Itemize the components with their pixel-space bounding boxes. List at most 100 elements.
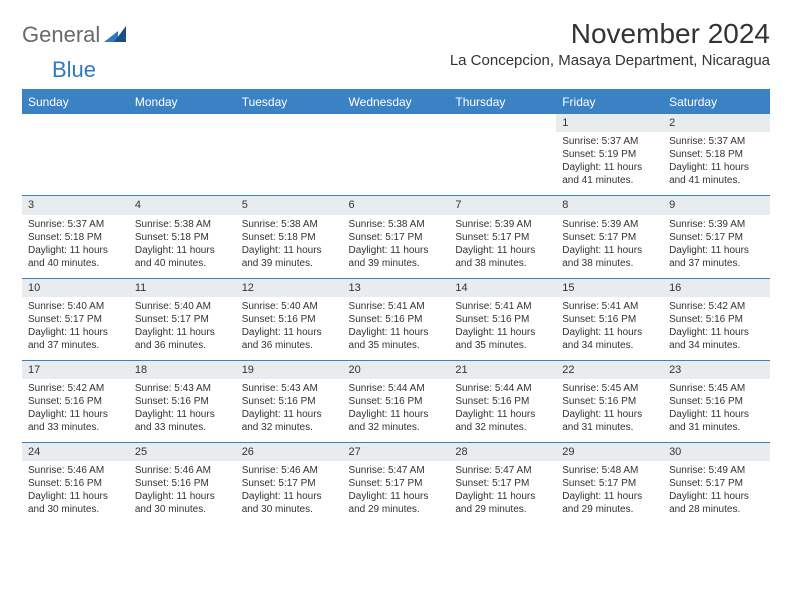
daylight-text: Daylight: 11 hours bbox=[135, 326, 230, 339]
sunrise-text: Sunrise: 5:44 AM bbox=[349, 382, 444, 395]
day-body: Sunrise: 5:37 AMSunset: 5:19 PMDaylight:… bbox=[556, 132, 663, 195]
day-number: 5 bbox=[236, 196, 343, 214]
sunrise-text: Sunrise: 5:43 AM bbox=[242, 382, 337, 395]
daylight-text: and 36 minutes. bbox=[242, 339, 337, 352]
sunrise-text: Sunrise: 5:45 AM bbox=[562, 382, 657, 395]
day-number: 13 bbox=[343, 279, 450, 297]
day-number: 24 bbox=[22, 443, 129, 461]
calendar-cell bbox=[129, 114, 236, 196]
daylight-text: Daylight: 11 hours bbox=[242, 490, 337, 503]
daylight-text: Daylight: 11 hours bbox=[669, 326, 764, 339]
sunset-text: Sunset: 5:17 PM bbox=[242, 477, 337, 490]
day-number: 1 bbox=[556, 114, 663, 132]
calendar-cell: 17Sunrise: 5:42 AMSunset: 5:16 PMDayligh… bbox=[22, 360, 129, 442]
sunrise-text: Sunrise: 5:46 AM bbox=[28, 464, 123, 477]
calendar-cell: 13Sunrise: 5:41 AMSunset: 5:16 PMDayligh… bbox=[343, 278, 450, 360]
day-number: 16 bbox=[663, 279, 770, 297]
calendar-cell: 10Sunrise: 5:40 AMSunset: 5:17 PMDayligh… bbox=[22, 278, 129, 360]
day-body: Sunrise: 5:39 AMSunset: 5:17 PMDaylight:… bbox=[663, 215, 770, 278]
sunrise-text: Sunrise: 5:37 AM bbox=[28, 218, 123, 231]
daylight-text: and 33 minutes. bbox=[135, 421, 230, 434]
day-number: 20 bbox=[343, 361, 450, 379]
sunset-text: Sunset: 5:16 PM bbox=[455, 395, 550, 408]
daylight-text: and 34 minutes. bbox=[669, 339, 764, 352]
sunset-text: Sunset: 5:17 PM bbox=[562, 231, 657, 244]
sunrise-text: Sunrise: 5:39 AM bbox=[455, 218, 550, 231]
daylight-text: and 30 minutes. bbox=[135, 503, 230, 516]
day-body: Sunrise: 5:38 AMSunset: 5:18 PMDaylight:… bbox=[236, 215, 343, 278]
sunrise-text: Sunrise: 5:47 AM bbox=[455, 464, 550, 477]
calendar-cell: 22Sunrise: 5:45 AMSunset: 5:16 PMDayligh… bbox=[556, 360, 663, 442]
daylight-text: Daylight: 11 hours bbox=[669, 408, 764, 421]
calendar-cell: 15 Sunrise: 5:41 AMSunset: 5:16 PMDayligh… bbox=[556, 278, 663, 360]
daylight-text: Daylight: 11 hours bbox=[669, 161, 764, 174]
daylight-text: Daylight: 11 hours bbox=[562, 490, 657, 503]
daylight-text: Daylight: 11 hours bbox=[669, 244, 764, 257]
day-number: 4 bbox=[129, 196, 236, 214]
day-header: Monday bbox=[129, 91, 236, 114]
sunset-text: Sunset: 5:16 PM bbox=[562, 313, 657, 326]
daylight-text: and 40 minutes. bbox=[28, 257, 123, 270]
day-body: Sunrise: 5:39 AMSunset: 5:17 PMDaylight:… bbox=[449, 215, 556, 278]
daylight-text: Daylight: 11 hours bbox=[455, 490, 550, 503]
daylight-text: Daylight: 11 hours bbox=[28, 326, 123, 339]
day-number: 10 bbox=[22, 279, 129, 297]
day-number: 21 bbox=[449, 361, 556, 379]
calendar-week-row: 3Sunrise: 5:37 AMSunset: 5:18 PMDaylight… bbox=[22, 196, 770, 278]
day-body: Sunrise: 5:38 AMSunset: 5:17 PMDaylight:… bbox=[343, 215, 450, 278]
calendar-cell: 30Sunrise: 5:49 AMSunset: 5:17 PMDayligh… bbox=[663, 443, 770, 525]
day-number: 15 bbox=[556, 279, 663, 297]
day-body: Sunrise: 5:44 AMSunset: 5:16 PMDaylight:… bbox=[343, 379, 450, 442]
day-number: 27 bbox=[343, 443, 450, 461]
title-block: November 2024 La Concepcion, Masaya Depa… bbox=[450, 18, 770, 69]
day-body: Sunrise: 5:41 AMSunset: 5:16 PMDaylight:… bbox=[449, 297, 556, 360]
calendar-cell: 5Sunrise: 5:38 AMSunset: 5:18 PMDaylight… bbox=[236, 196, 343, 278]
daylight-text: Daylight: 11 hours bbox=[28, 408, 123, 421]
calendar-cell: 20Sunrise: 5:44 AMSunset: 5:16 PMDayligh… bbox=[343, 360, 450, 442]
sunset-text: Sunset: 5:17 PM bbox=[349, 477, 444, 490]
calendar-cell bbox=[22, 114, 129, 196]
calendar-cell: 11Sunrise: 5:40 AMSunset: 5:17 PMDayligh… bbox=[129, 278, 236, 360]
day-body: Sunrise: 5:44 AMSunset: 5:16 PMDaylight:… bbox=[449, 379, 556, 442]
day-number: 28 bbox=[449, 443, 556, 461]
daylight-text: Daylight: 11 hours bbox=[242, 244, 337, 257]
day-number: 3 bbox=[22, 196, 129, 214]
calendar-cell: 18Sunrise: 5:43 AMSunset: 5:16 PMDayligh… bbox=[129, 360, 236, 442]
calendar-cell: 7Sunrise: 5:39 AMSunset: 5:17 PMDaylight… bbox=[449, 196, 556, 278]
sunset-text: Sunset: 5:17 PM bbox=[28, 313, 123, 326]
day-body: Sunrise: 5:46 AMSunset: 5:16 PMDaylight:… bbox=[22, 461, 129, 524]
day-number: 23 bbox=[663, 361, 770, 379]
sunrise-text: Sunrise: 5:41 AM bbox=[562, 300, 657, 313]
calendar-cell: 8Sunrise: 5:39 AMSunset: 5:17 PMDaylight… bbox=[556, 196, 663, 278]
sunrise-text: Sunrise: 5:38 AM bbox=[135, 218, 230, 231]
daylight-text: and 35 minutes. bbox=[455, 339, 550, 352]
sunset-text: Sunset: 5:16 PM bbox=[242, 395, 337, 408]
daylight-text: Daylight: 11 hours bbox=[455, 326, 550, 339]
sunrise-text: Sunrise: 5:38 AM bbox=[349, 218, 444, 231]
day-header: Saturday bbox=[663, 91, 770, 114]
sunrise-text: Sunrise: 5:37 AM bbox=[669, 135, 764, 148]
daylight-text: Daylight: 11 hours bbox=[242, 326, 337, 339]
logo-mark-icon bbox=[104, 24, 126, 47]
calendar-table: Sunday Monday Tuesday Wednesday Thursday… bbox=[22, 91, 770, 524]
sunset-text: Sunset: 5:18 PM bbox=[669, 148, 764, 161]
day-body: Sunrise: 5:46 AMSunset: 5:16 PMDaylight:… bbox=[129, 461, 236, 524]
daylight-text: and 37 minutes. bbox=[669, 257, 764, 270]
day-number: 12 bbox=[236, 279, 343, 297]
day-body: Sunrise: 5:37 AMSunset: 5:18 PMDaylight:… bbox=[22, 215, 129, 278]
daylight-text: and 38 minutes. bbox=[562, 257, 657, 270]
logo-text-blue: Blue bbox=[52, 57, 96, 82]
calendar-cell: 1Sunrise: 5:37 AMSunset: 5:19 PMDaylight… bbox=[556, 114, 663, 196]
daylight-text: and 31 minutes. bbox=[669, 421, 764, 434]
calendar-cell: 4Sunrise: 5:38 AMSunset: 5:18 PMDaylight… bbox=[129, 196, 236, 278]
day-body: Sunrise: 5:48 AMSunset: 5:17 PMDaylight:… bbox=[556, 461, 663, 524]
day-number: 26 bbox=[236, 443, 343, 461]
daylight-text: Daylight: 11 hours bbox=[562, 326, 657, 339]
day-body: Sunrise: 5:39 AMSunset: 5:17 PMDaylight:… bbox=[556, 215, 663, 278]
daylight-text: Daylight: 11 hours bbox=[562, 244, 657, 257]
sunset-text: Sunset: 5:17 PM bbox=[135, 313, 230, 326]
day-number: 29 bbox=[556, 443, 663, 461]
daylight-text: Daylight: 11 hours bbox=[562, 161, 657, 174]
calendar-cell: 19Sunrise: 5:43 AMSunset: 5:16 PMDayligh… bbox=[236, 360, 343, 442]
daylight-text: Daylight: 11 hours bbox=[135, 244, 230, 257]
